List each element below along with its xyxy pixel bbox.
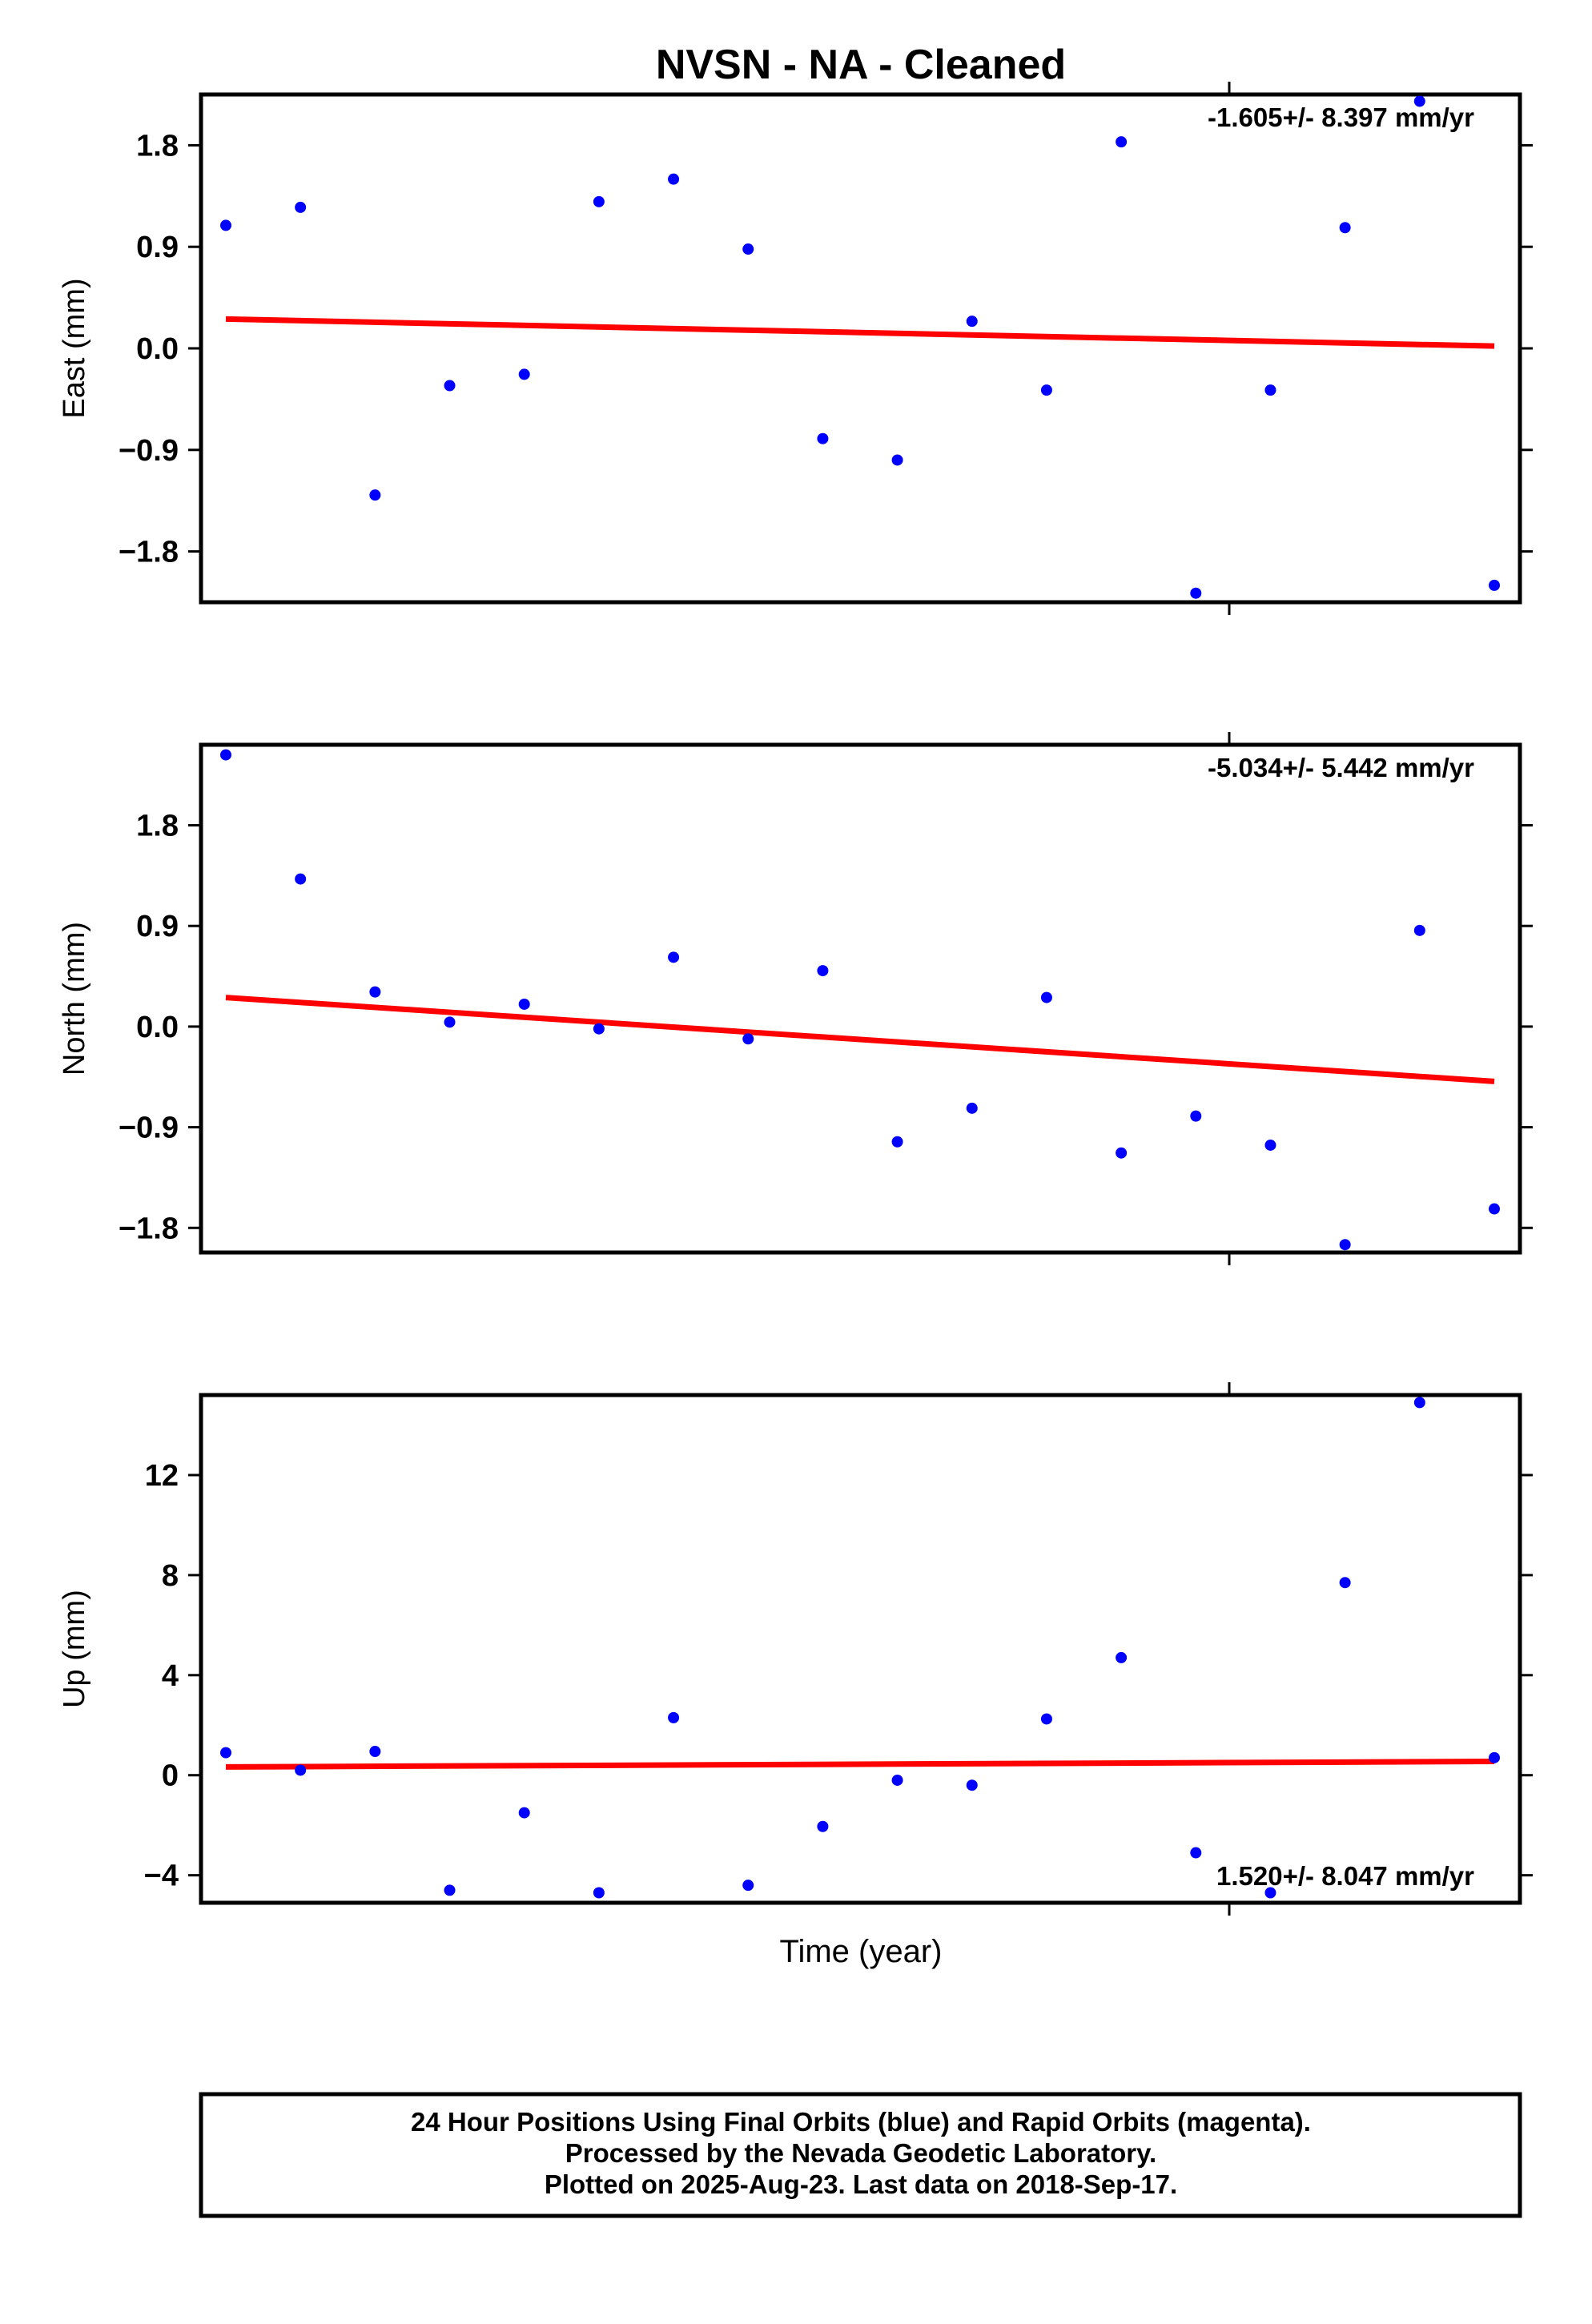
y-axis-label: East (mm) [58, 278, 91, 418]
data-point [742, 243, 754, 255]
data-point [1339, 1577, 1351, 1589]
rate-label: -1.605+/- 8.397 mm/yr [1208, 103, 1474, 132]
panel-frame [199, 92, 1522, 605]
data-point [966, 1102, 978, 1114]
plot-panels: −1.8 −0.9 0.0 0.9 1.8 East (mm) -1.605+/- 8.39… [58, 82, 1533, 1916]
y-tick-label: −1.8 [119, 536, 179, 569]
data-point [593, 1023, 605, 1035]
data-point [891, 1774, 903, 1786]
data-point [1190, 1847, 1202, 1859]
y-tick-label: 0.0 [136, 1011, 179, 1044]
y-tick-label: 0.0 [136, 332, 179, 366]
data-point [1040, 1713, 1052, 1725]
data-point [1489, 1203, 1500, 1215]
rate-label: -5.034+/- 5.442 mm/yr [1208, 753, 1474, 782]
data-point [593, 1887, 605, 1899]
data-point [742, 1880, 754, 1892]
trend-line [225, 1759, 1495, 1770]
data-point [1489, 1751, 1500, 1763]
data-point [444, 1884, 456, 1896]
data-point [1413, 95, 1425, 107]
trend-line [225, 995, 1495, 1084]
data-point [966, 316, 978, 328]
data-point [1040, 384, 1052, 396]
data-point [220, 749, 231, 761]
y-tick-label: −1.8 [119, 1212, 179, 1245]
data-point [742, 1033, 754, 1045]
footer-box: 24 Hour Positions Using Final Orbits (bl… [199, 2092, 1522, 2218]
data-point [369, 1746, 381, 1758]
y-tick-label: 12 [145, 1459, 179, 1493]
data-point [1413, 1397, 1425, 1409]
footer-line-1: 24 Hour Positions Using Final Orbits (bl… [411, 2107, 1311, 2137]
data-point [817, 1820, 829, 1832]
chart-title: NVSN - NA - Cleaned [656, 42, 1066, 88]
panel-east: −1.8 −0.9 0.0 0.9 1.8 East (mm) -1.605+/- 8.39… [58, 82, 1533, 615]
data-point [1264, 1139, 1276, 1151]
data-point [518, 1807, 530, 1819]
panel-frame [199, 742, 1522, 1255]
footer-line-2: Processed by the Nevada Geodetic Laborat… [565, 2138, 1156, 2168]
panel-frame [199, 1393, 1522, 1905]
data-point [369, 986, 381, 998]
y-tick-label: 0 [162, 1759, 179, 1793]
panel-up: −4 0 4 8 12 Up (mm) 1.520+/- 8.047 mm/yr [58, 1382, 1533, 1916]
trend-line [225, 316, 1495, 349]
data-point [1116, 1651, 1128, 1663]
data-point [1413, 924, 1425, 936]
data-point [891, 454, 903, 466]
data-point [1489, 579, 1500, 591]
data-point [966, 1779, 978, 1791]
data-point [1116, 136, 1128, 148]
data-point [668, 173, 680, 185]
data-point [668, 1711, 680, 1723]
data-point [444, 380, 456, 392]
data-point [817, 432, 829, 444]
y-tick-label: −4 [144, 1860, 179, 1893]
data-point [518, 368, 530, 380]
data-point [1339, 1239, 1351, 1251]
rate-label: 1.520+/- 8.047 mm/yr [1216, 1861, 1474, 1891]
data-point [220, 219, 231, 231]
data-point [1190, 1110, 1202, 1122]
data-point [1190, 587, 1202, 599]
y-tick-label: 1.8 [136, 129, 179, 163]
footer-line-3: Plotted on 2025-Aug-23. Last data on 201… [545, 2169, 1177, 2199]
data-point [295, 1764, 307, 1776]
data-point [295, 201, 307, 213]
data-point [891, 1136, 903, 1148]
data-point [518, 998, 530, 1010]
data-point [444, 1016, 456, 1028]
panel-north: −1.8 −0.9 0.0 0.9 1.8 North (mm) -5.034+/- 5.4… [58, 732, 1533, 1265]
data-point [220, 1747, 231, 1759]
y-axis-label: Up (mm) [58, 1590, 91, 1708]
data-point [817, 965, 829, 977]
y-tick-label: 4 [162, 1659, 179, 1693]
data-point [1040, 991, 1052, 1003]
y-tick-label: −0.9 [119, 1112, 179, 1145]
y-tick-label: −0.9 [119, 434, 179, 468]
data-point [1264, 384, 1276, 396]
data-point [1339, 222, 1351, 234]
y-tick-label: 1.8 [136, 810, 179, 843]
y-tick-label: 8 [162, 1559, 179, 1593]
data-point [1116, 1147, 1128, 1159]
data-point [1264, 1887, 1276, 1899]
data-point [295, 873, 307, 885]
y-tick-label: 0.9 [136, 231, 179, 264]
y-axis-label: North (mm) [58, 922, 91, 1076]
x-axis-label: Time (year) [780, 1934, 943, 1969]
y-tick-label: 0.9 [136, 910, 179, 943]
data-point [593, 195, 605, 207]
data-point [369, 489, 381, 501]
data-point [668, 951, 680, 963]
